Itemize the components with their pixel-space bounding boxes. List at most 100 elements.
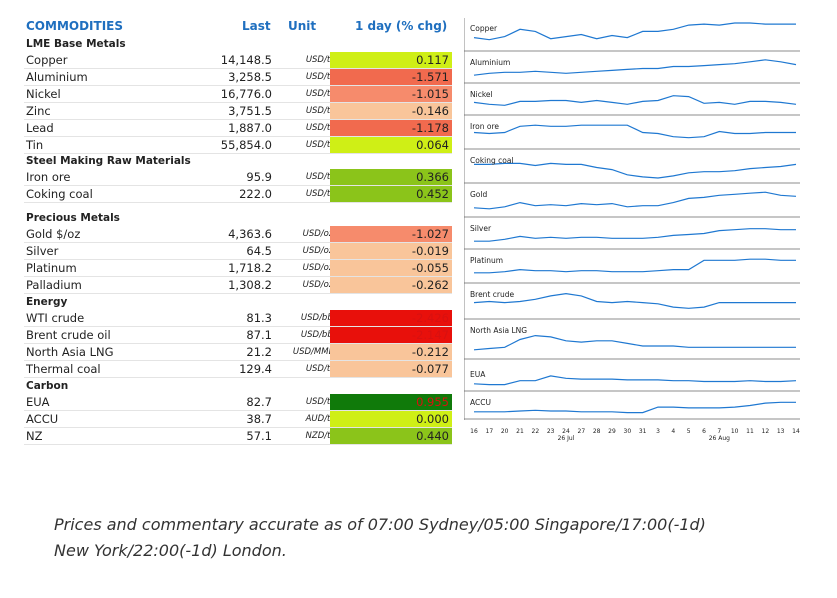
sparkline-label: EUA: [470, 370, 486, 379]
x-tick-label: 16: [470, 428, 478, 435]
table-row: North Asia LNG 21.2 USD/MMBtu -0.212: [24, 344, 452, 361]
last-price: 81.3: [246, 311, 272, 325]
table-row: Palladium 1,308.2 USD/oz -0.262: [24, 277, 452, 294]
sparkline-label: Nickel: [470, 90, 493, 99]
unit-label: USD/oz: [302, 229, 334, 239]
table-row: WTI crude 81.3 USD/bbl -2.426: [24, 310, 452, 327]
timestamp-note-line-2: New York/22:00(-1d) London.: [54, 541, 287, 560]
change-cell: 0.440: [330, 428, 452, 444]
change-cell: -0.146: [330, 103, 452, 119]
x-tick-label: 23: [547, 428, 555, 435]
x-tick-label: 5: [687, 428, 691, 435]
table-row: Nickel 16,776.0 USD/t -1.015: [24, 86, 452, 103]
commodity-name: Palladium: [26, 278, 82, 292]
x-tick-label: 29: [608, 428, 616, 435]
table-row: Brent crude oil 87.1 USD/bbl -2.147: [24, 327, 452, 344]
commodity-name: Coking coal: [26, 187, 93, 201]
x-tick-label: 30: [624, 428, 632, 435]
unit-label: USD/t: [305, 189, 331, 199]
x-tick-label: 13: [777, 428, 785, 435]
unit-label: USD/bbl: [300, 313, 336, 323]
commodity-name: NZ: [26, 429, 43, 443]
sparkline-label: Copper: [470, 24, 498, 33]
x-month-label: 26 Aug: [709, 435, 730, 442]
last-price: 3,751.5: [228, 104, 272, 118]
change-cell: -0.019: [330, 243, 452, 259]
table-row: EUA 82.7 USD/t 0.955: [24, 394, 452, 411]
x-tick-label: 7: [717, 428, 721, 435]
x-tick-label: 20: [501, 428, 509, 435]
commodity-name: Brent crude oil: [26, 328, 111, 342]
commodity-name: Zinc: [26, 104, 51, 118]
last-price: 16,776.0: [220, 87, 272, 101]
section-title: LME Base Metals: [26, 38, 126, 50]
commodity-name: WTI crude: [26, 311, 85, 325]
commodity-name: EUA: [26, 395, 50, 409]
table-row: Gold $/oz 4,363.6 USD/oz -1.027: [24, 226, 452, 243]
change-cell: -2.426: [330, 310, 452, 326]
change-cell: 0.000: [330, 411, 452, 427]
sparkline-iron-ore: [473, 124, 796, 139]
table-row: Coking coal 222.0 USD/t 0.452: [24, 186, 452, 203]
unit-label: USD/bbl: [300, 330, 336, 340]
section-title: Steel Making Raw Materials: [26, 155, 191, 167]
commodity-name: ACCU: [26, 412, 59, 426]
last-price: 95.9: [246, 170, 272, 184]
sparkline-platinum: [474, 258, 796, 274]
unit-label: USD/t: [305, 55, 331, 65]
unit-label: USD/oz: [302, 263, 334, 273]
x-tick-label: 6: [702, 428, 706, 435]
sparkline-aluminium: [473, 59, 797, 76]
sparkline-brent-crude: [473, 292, 796, 309]
sparkline-label: ACCU: [470, 398, 491, 407]
sparkline-label: Silver: [470, 224, 492, 233]
x-tick-label: 21: [516, 428, 524, 435]
x-tick-label: 10: [731, 428, 739, 435]
sparkline-label: Platinum: [470, 256, 503, 265]
chg-header: 1 day (% chg): [355, 19, 448, 33]
change-cell: 0.366: [330, 169, 452, 185]
last-price: 1,718.2: [228, 261, 272, 275]
sparkline-accu: [474, 401, 796, 414]
sparkline-coking-coal: [474, 162, 797, 179]
last-price: 87.1: [246, 328, 272, 342]
change-cell: 0.452: [330, 186, 452, 202]
sparkline-panel: Copper Aluminium Nickel Iron ore Coking coal…: [464, 18, 800, 442]
unit-label: AUD/t: [305, 414, 331, 424]
unit-label: USD/t: [305, 123, 331, 133]
timestamp-note: Prices and commentary accurate as of 07:…: [54, 512, 814, 564]
table-row: NZ 57.1 NZD/t 0.440: [24, 428, 452, 445]
last-price: 222.0: [239, 187, 272, 201]
x-tick-label: 4: [671, 428, 675, 435]
change-cell: 0.955: [330, 394, 452, 410]
sparkline-eua: [473, 375, 797, 386]
sparkline-label: Brent crude: [470, 290, 514, 299]
change-cell: -1.015: [330, 86, 452, 102]
table-row: ACCU 38.7 AUD/t 0.000: [24, 411, 452, 428]
x-tick-label: 12: [762, 428, 770, 435]
commodity-name: Iron ore: [26, 170, 71, 184]
change-cell: 0.117: [330, 52, 452, 68]
unit-header: Unit: [288, 19, 317, 33]
unit-label: USD/t: [305, 106, 331, 116]
table-row: Aluminium 3,258.5 USD/t -1.571: [24, 69, 452, 86]
sparkline-nickel: [473, 95, 797, 106]
x-month-label: 26 Jul: [558, 435, 575, 442]
sparkline-label: Iron ore: [470, 122, 499, 131]
change-cell: -2.147: [330, 327, 452, 343]
section-title: Energy: [26, 296, 68, 308]
sparkline-copper: [473, 22, 796, 41]
last-price: 1,887.0: [228, 121, 272, 135]
commodity-name: Tin: [26, 138, 44, 152]
unit-label: USD/MMBtu: [292, 347, 344, 357]
table-row: Iron ore 95.9 USD/t 0.366: [24, 169, 452, 186]
sparkline-silver: [474, 228, 796, 242]
last-price: 129.4: [239, 362, 272, 376]
commodity-name: North Asia LNG: [26, 345, 114, 359]
x-tick-label: 28: [593, 428, 601, 435]
change-cell: -1.027: [330, 226, 452, 242]
commodity-name: Platinum: [26, 261, 77, 275]
unit-label: USD/t: [305, 89, 331, 99]
unit-label: USD/oz: [302, 246, 334, 256]
commodity-name: Lead: [26, 121, 54, 135]
